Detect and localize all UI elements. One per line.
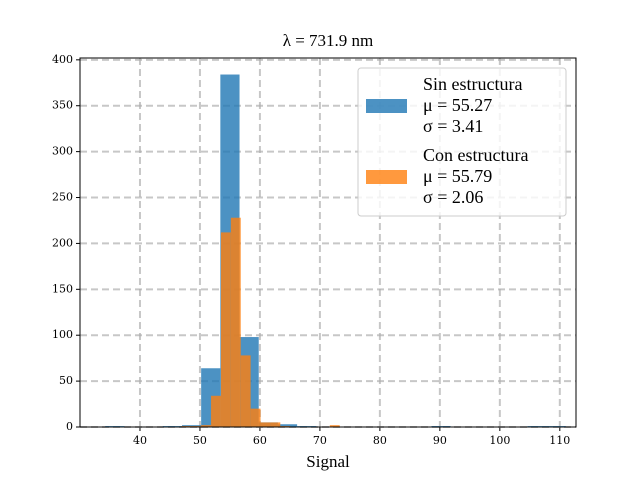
histogram-bar: [270, 422, 281, 427]
x-axis-label: Signal: [306, 452, 350, 471]
legend-stat: μ = 55.27: [423, 95, 492, 115]
histogram-bar: [260, 422, 271, 427]
plot-frame: [79, 57, 577, 428]
histogram-bar: [329, 425, 340, 427]
legend-stat: μ = 55.79: [423, 166, 492, 186]
histogram-bar: [201, 425, 212, 427]
y-tick-label: 100: [52, 328, 73, 341]
legend-label: Sin estructura: [423, 74, 522, 94]
legend-box: [357, 67, 567, 217]
y-tick-label: 200: [52, 236, 73, 249]
histogram-bar: [211, 395, 221, 427]
x-tick-label: 80: [373, 434, 387, 447]
x-tick-label: 70: [313, 434, 327, 447]
legend-stat: σ = 3.41: [423, 116, 483, 136]
x-tick-label: 110: [549, 434, 570, 447]
y-tick-label: 250: [52, 191, 73, 204]
y-tick-label: 0: [66, 420, 73, 433]
y-tick-label: 400: [52, 53, 73, 66]
histogram-bar: [220, 232, 231, 427]
legend-swatch: [366, 99, 407, 113]
x-tick-label: 60: [253, 434, 267, 447]
x-tick-label: 40: [133, 434, 147, 447]
x-tick-label: 50: [193, 434, 207, 447]
chart-title: λ = 731.9 nm: [283, 31, 374, 50]
histogram-bar: [250, 408, 261, 427]
x-tick-label: 90: [433, 434, 447, 447]
y-tick-label: 50: [59, 374, 73, 387]
y-tick-label: 150: [52, 282, 73, 295]
histogram-bar: [240, 355, 251, 427]
x-tick-label: 100: [489, 434, 510, 447]
legend-swatch: [366, 170, 407, 184]
legend-label: Con estructura: [423, 145, 528, 165]
histogram-bar: [230, 217, 241, 427]
y-tick-label: 300: [52, 145, 73, 158]
y-tick-label: 350: [52, 99, 73, 112]
histogram-bar: [277, 424, 298, 427]
legend-stat: σ = 2.06: [423, 187, 483, 207]
